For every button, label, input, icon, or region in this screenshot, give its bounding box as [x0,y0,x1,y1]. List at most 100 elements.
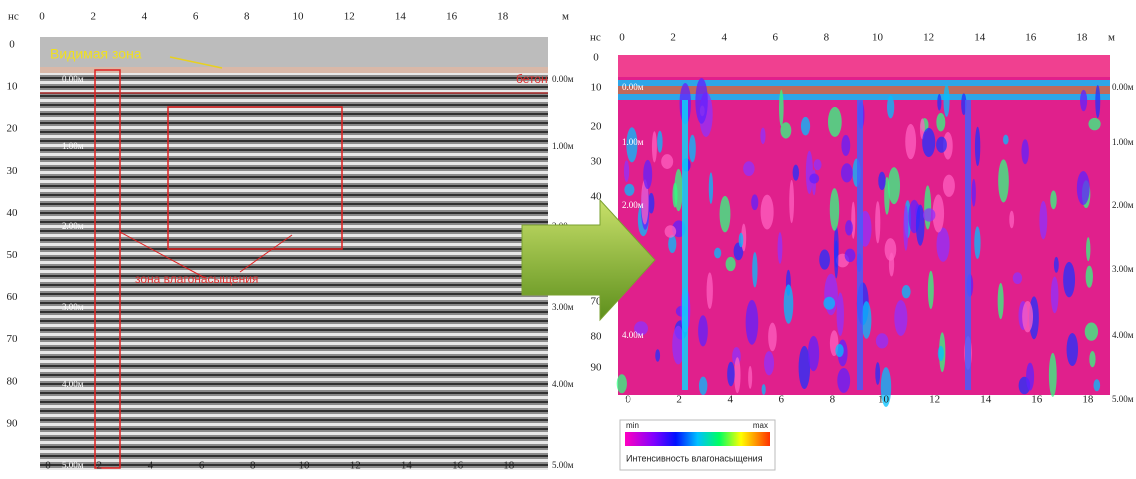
annotation: Видимая зона [50,46,142,62]
blob [746,300,759,345]
legend: min max Интенсивность влагонасыщения [620,420,775,470]
blob [726,257,736,271]
x-tick-label: 14 [401,460,413,472]
blob [734,357,740,393]
streak [857,100,863,390]
blob [845,249,856,262]
surface-band [618,86,1110,94]
blob [1054,257,1059,273]
depth-label: 2.00м [62,221,84,231]
blob [851,202,855,239]
figure: Видимая зона бетон зона влагонасыщения н… [0,0,1136,479]
blob [936,137,947,153]
depth-label: 3.00м [1112,264,1134,274]
blob [764,351,774,375]
blob [695,78,707,124]
y-tick-label: 80 [7,375,19,387]
y-tick-label: 90 [7,417,19,429]
depth-label: 5.00м [1112,394,1134,404]
blob [752,252,757,288]
blob [778,232,783,264]
y-tick-label: 0 [9,39,15,51]
blob [841,135,850,156]
y-tick-label: 20 [7,123,19,135]
blob [828,107,842,137]
x-tick-label: 16 [452,460,464,472]
blob [707,272,713,309]
depth-label: 0.00м [622,82,644,92]
blob [998,283,1004,319]
x-tick-label: 14 [974,32,986,44]
blob [1003,135,1009,145]
blob [780,122,791,138]
blob [624,160,629,182]
blob [975,127,980,166]
x-tick-label: 12 [923,32,934,44]
blob [624,184,634,196]
blob [928,271,934,309]
depth-label: 2.00м [622,200,644,210]
blob [674,169,682,211]
axis-unit: нс [8,11,19,23]
blob [903,205,908,251]
y-tick-label: 90 [591,362,603,374]
blob [768,323,777,352]
x-tick-label: 18 [1082,394,1094,406]
blob [1026,363,1034,391]
streak [965,100,971,390]
blob [727,362,735,387]
depth-label: 5.00м [552,460,574,470]
depth-label: 4.00м [622,330,644,340]
annotation: зона влагонасыщения [135,272,258,286]
y-tick-label: 30 [591,156,603,168]
legend-title: Интенсивность влагонасыщения [626,453,763,463]
x-tick-label: 10 [878,394,890,406]
depth-label: 2.00м [1112,200,1134,210]
blob [943,175,955,197]
y-tick-label: 80 [591,331,603,343]
depth-label: 1.00м [622,137,644,147]
blob [894,300,907,336]
blob [1086,266,1093,288]
x-tick-label: 16 [1025,32,1037,44]
x-tick-label: 10 [299,460,311,472]
x-tick-label: 2 [676,394,682,406]
x-tick-label: 4 [142,11,148,23]
x-tick-label: 8 [824,32,830,44]
blob [998,159,1009,202]
y-tick-label: 10 [7,81,19,93]
y-tick-label: 70 [7,333,19,345]
radargram-right: нс м 00224466881010121214141616181801020… [590,32,1134,407]
blob [1095,85,1100,118]
blob [668,235,676,253]
x-tick-label: 14 [395,11,407,23]
legend-max: max [753,421,768,430]
blob [1085,323,1098,341]
y-tick-label: 30 [7,165,19,177]
x-tick-label: 18 [503,460,515,472]
x-tick-label: 16 [446,11,458,23]
depth-label: 4.00м [62,379,84,389]
x-tick-label: 12 [350,460,361,472]
y-tick-label: 50 [7,249,19,261]
blob [789,180,794,223]
blob [1051,277,1059,314]
blob [937,227,950,261]
x-tick-label: 6 [779,394,785,406]
blob [876,333,888,348]
x-tick-label: 8 [244,11,250,23]
depth-label: 1.00м [552,141,574,151]
blob [808,336,819,371]
blob [974,226,980,259]
blob [1063,262,1075,297]
blob [751,194,758,210]
depth-label: 3.00м [62,302,84,312]
axis-unit: м [562,11,569,23]
x-tick-label: 10 [293,11,305,23]
x-tick-label: 10 [872,32,884,44]
blob [714,248,721,259]
blob [814,159,822,170]
legend-min: min [626,421,639,430]
blob [652,131,657,162]
annotation: бетон [516,72,548,86]
